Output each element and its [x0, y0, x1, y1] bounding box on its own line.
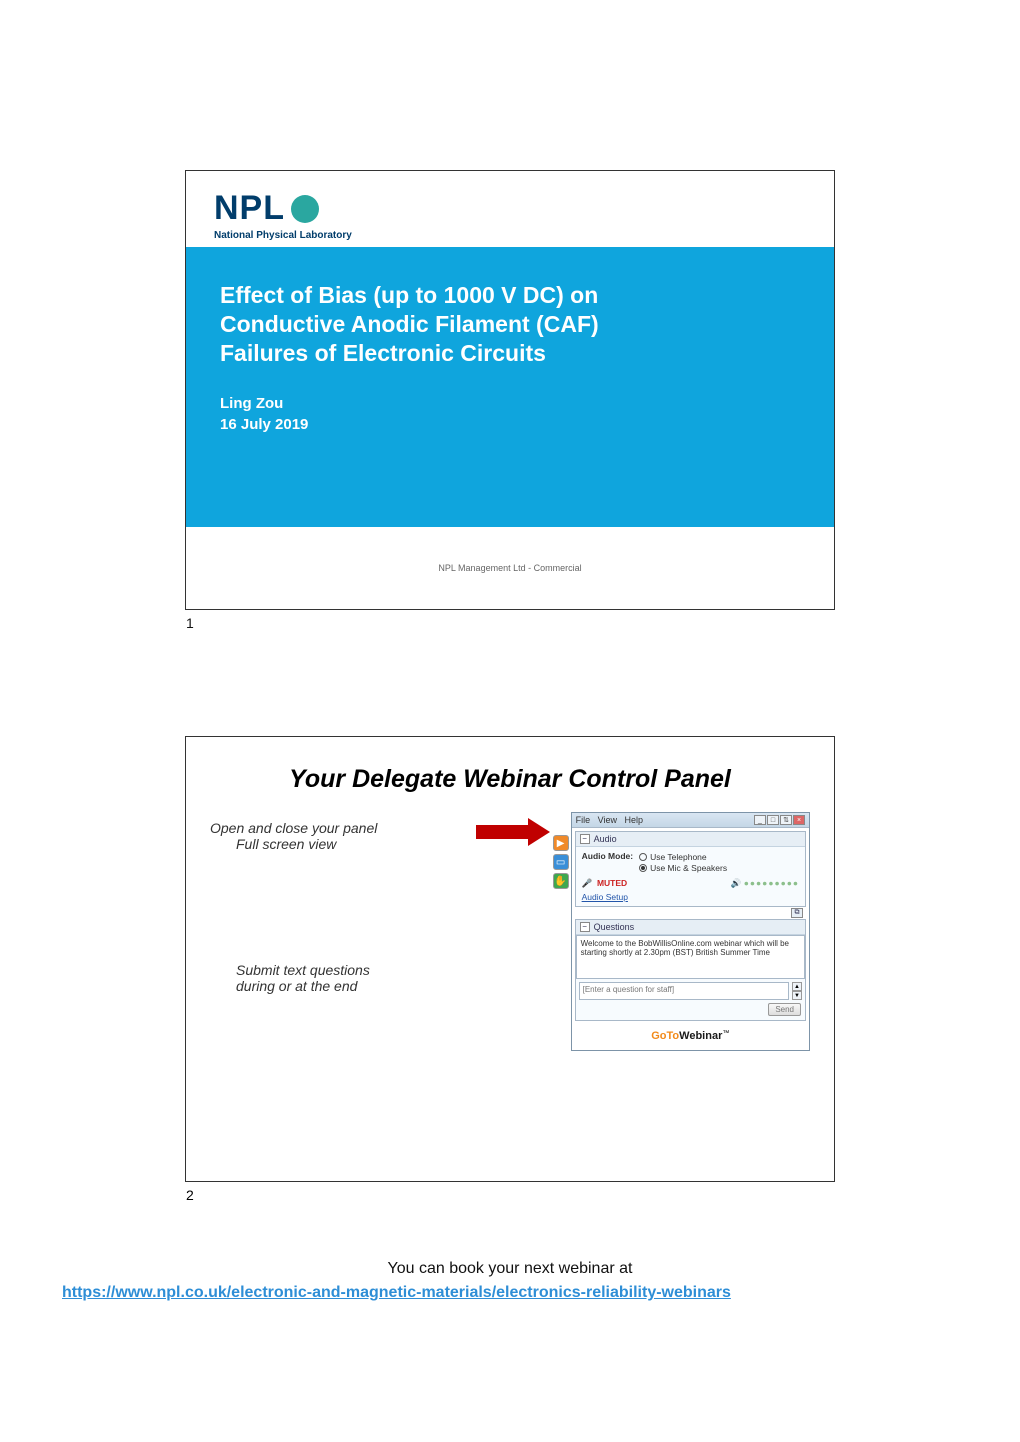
question-input[interactable]: [Enter a question for staff]	[579, 982, 789, 1000]
title-block: Effect of Bias (up to 1000 V DC) on Cond…	[186, 247, 834, 527]
menu-items: File View Help	[576, 815, 643, 825]
send-button[interactable]: Send	[768, 1003, 801, 1016]
slide-2: Your Delegate Webinar Control Panel Open…	[185, 736, 835, 1182]
sidebar-hand-icon[interactable]: ✋	[553, 873, 569, 889]
maximize-icon[interactable]: □	[767, 815, 779, 825]
radio-mic-label: Use Mic & Speakers	[650, 863, 727, 873]
speaker-icon: 🔊	[731, 878, 742, 888]
left-block1-line1: Open and close your panel	[210, 820, 468, 836]
brand-tm: ™	[722, 1030, 729, 1037]
audio-mode-label: Audio Mode:	[582, 851, 633, 874]
popout-icon[interactable]: ⧉	[791, 908, 803, 918]
slide2-title: Your Delegate Webinar Control Panel	[210, 765, 810, 794]
left-block-1: Open and close your panel Full screen vi…	[210, 820, 468, 852]
logo-subtitle: National Physical Laboratory	[214, 230, 806, 241]
slide-number-1: 1	[186, 615, 194, 631]
mic-icon: 🎤	[582, 878, 593, 888]
audio-setup-link[interactable]: Audio Setup	[582, 892, 628, 902]
questions-header[interactable]: − Questions ⧉	[576, 920, 805, 935]
volume-group: 🔊 ●●●●●●●●●	[731, 878, 799, 889]
menu-file[interactable]: File	[576, 815, 591, 825]
arrow-wrap	[476, 812, 562, 1051]
npl-logo: NPL	[214, 189, 806, 228]
slide-1: NPL National Physical Laboratory Effect …	[185, 170, 835, 610]
audio-section: − Audio Audio Mode: Use Telephone	[575, 831, 806, 907]
radio-icon	[639, 864, 647, 872]
left-block2-line2: during or at the end	[236, 978, 468, 994]
title-line-3: Failures of Electronic Circuits	[220, 339, 800, 368]
close-icon[interactable]: ×	[793, 815, 805, 825]
logo-area: NPL National Physical Laboratory	[186, 171, 834, 247]
slide-author: Ling Zou	[220, 395, 800, 412]
radio-mic-speakers[interactable]: Use Mic & Speakers	[639, 863, 727, 873]
gotowebinar-brand: GoToWebinar™	[572, 1024, 809, 1050]
left-block2-line1: Submit text questions	[236, 962, 468, 978]
gotowebinar-panel: ▶ ▭ ✋ File View Help _ □ ⇅ ×	[571, 812, 810, 1051]
scroll-up-icon[interactable]: ▲	[792, 982, 802, 991]
muted-row: 🎤 MUTED 🔊 ●●●●●●●●●	[582, 878, 799, 889]
slide-title: Effect of Bias (up to 1000 V DC) on Cond…	[220, 281, 800, 367]
audio-mode-options: Use Telephone Use Mic & Speakers	[639, 851, 727, 874]
menu-help[interactable]: Help	[625, 815, 644, 825]
scroll-down-icon[interactable]: ▼	[792, 991, 802, 1000]
panel-menubar: File View Help _ □ ⇅ ×	[572, 813, 809, 828]
input-scrollbar[interactable]: ▲ ▼	[792, 982, 802, 1000]
audio-body: Audio Mode: Use Telephone Use Mic & Spea…	[576, 847, 805, 906]
radio-telephone-label: Use Telephone	[650, 852, 707, 862]
muted-left: 🎤 MUTED	[582, 878, 628, 889]
muted-label: MUTED	[597, 878, 627, 888]
slide-number-2: 2	[186, 1187, 194, 1203]
arrow-head	[528, 818, 550, 846]
brand-go: GoTo	[651, 1030, 679, 1042]
collapse-icon[interactable]: −	[580, 922, 590, 932]
left-block1-line2: Full screen view	[210, 836, 468, 852]
arrow-bar	[476, 825, 528, 839]
footer-link-row: https://www.npl.co.uk/electronic-and-mag…	[0, 1284, 1020, 1302]
title-line-2: Conductive Anodic Filament (CAF)	[220, 310, 800, 339]
radio-telephone[interactable]: Use Telephone	[639, 852, 727, 862]
minimize-icon[interactable]: _	[754, 815, 766, 825]
panel-sidebar: ▶ ▭ ✋	[552, 835, 570, 889]
gear-icon	[291, 195, 319, 223]
restore-icon[interactable]: ⇅	[780, 815, 792, 825]
radio-dot-icon	[641, 866, 645, 870]
radio-icon	[639, 853, 647, 861]
left-block-2: Submit text questions during or at the e…	[210, 962, 468, 994]
collapse-icon[interactable]: −	[580, 834, 590, 844]
logo-text: NPL	[214, 189, 285, 228]
slide-date: 16 July 2019	[220, 416, 800, 433]
questions-section: − Questions ⧉ Welcome to the BobWillisOn…	[575, 919, 806, 1021]
sidebar-toggle-icon[interactable]: ▶	[553, 835, 569, 851]
questions-log: Welcome to the BobWillisOnline.com webin…	[576, 935, 805, 979]
slide2-body: Open and close your panel Full screen vi…	[210, 812, 810, 1051]
title-line-1: Effect of Bias (up to 1000 V DC) on	[220, 281, 800, 310]
menu-view[interactable]: View	[598, 815, 617, 825]
slide-footer: NPL Management Ltd - Commercial	[186, 527, 834, 573]
window-buttons: _ □ ⇅ ×	[754, 815, 805, 825]
footer-text: You can book your next webinar at	[0, 1260, 1020, 1278]
questions-welcome: Welcome to the BobWillisOnline.com webin…	[581, 939, 789, 957]
audio-header[interactable]: − Audio	[576, 832, 805, 847]
footer-link[interactable]: https://www.npl.co.uk/electronic-and-mag…	[62, 1284, 731, 1301]
questions-header-label: Questions	[594, 922, 635, 932]
arrow-icon	[476, 818, 556, 846]
brand-rest: Webinar	[679, 1030, 722, 1042]
sidebar-screen-icon[interactable]: ▭	[553, 854, 569, 870]
audio-header-label: Audio	[594, 834, 617, 844]
question-input-row: [Enter a question for staff] ▲ ▼	[576, 979, 805, 1003]
volume-bars: ●●●●●●●●●	[744, 878, 799, 888]
slide2-left-text: Open and close your panel Full screen vi…	[210, 812, 468, 1051]
